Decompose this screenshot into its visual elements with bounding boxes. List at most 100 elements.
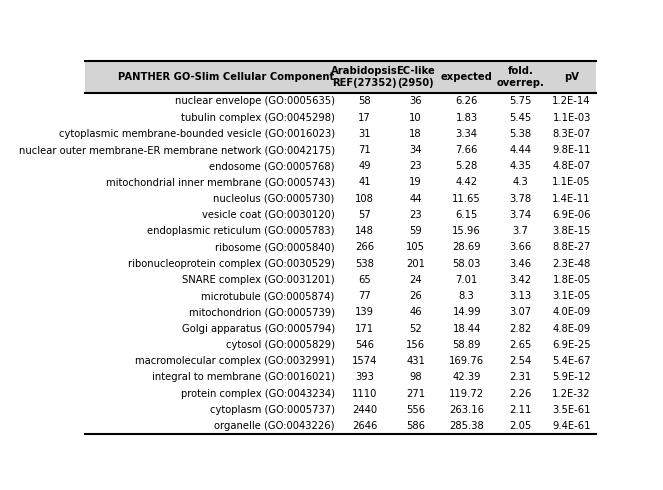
Text: ribonucleoprotein complex (GO:0030529): ribonucleoprotein complex (GO:0030529) <box>128 259 335 269</box>
Text: 8.8E-27: 8.8E-27 <box>552 243 591 252</box>
Text: endosome (GO:0005768): endosome (GO:0005768) <box>209 161 335 171</box>
Text: ribosome (GO:0005840): ribosome (GO:0005840) <box>215 243 335 252</box>
Text: 263.16: 263.16 <box>450 405 484 415</box>
Bar <box>86 223 595 239</box>
Text: cytoplasm (GO:0005737): cytoplasm (GO:0005737) <box>210 405 335 415</box>
Text: 156: 156 <box>406 340 425 350</box>
Text: 18.44: 18.44 <box>453 324 481 334</box>
Text: 58.89: 58.89 <box>452 340 481 350</box>
Bar <box>86 353 595 369</box>
Text: 3.34: 3.34 <box>455 129 478 139</box>
Text: 105: 105 <box>406 243 425 252</box>
Text: 59: 59 <box>409 226 422 236</box>
Bar <box>86 109 595 125</box>
Text: 5.45: 5.45 <box>509 113 532 122</box>
Text: 2440: 2440 <box>352 405 377 415</box>
Text: 169.76: 169.76 <box>449 356 484 366</box>
Bar <box>86 142 595 158</box>
Text: Arabidopsis
REF(27352): Arabidopsis REF(27352) <box>332 66 398 88</box>
Text: 285.38: 285.38 <box>450 421 484 431</box>
Text: 23: 23 <box>409 210 422 220</box>
Text: 2.54: 2.54 <box>509 356 532 366</box>
Text: macromolecular complex (GO:0032991): macromolecular complex (GO:0032991) <box>135 356 335 366</box>
Bar <box>86 256 595 272</box>
Text: 5.38: 5.38 <box>509 129 532 139</box>
Text: 6.15: 6.15 <box>455 210 478 220</box>
Bar <box>86 272 595 288</box>
Text: 42.39: 42.39 <box>452 372 481 382</box>
Text: PANTHER GO-Slim Cellular Component: PANTHER GO-Slim Cellular Component <box>119 72 335 82</box>
Bar <box>86 288 595 304</box>
Bar <box>86 320 595 337</box>
Text: protein complex (GO:0043234): protein complex (GO:0043234) <box>180 389 335 398</box>
Text: 2.05: 2.05 <box>509 421 532 431</box>
Text: organelle (GO:0043226): organelle (GO:0043226) <box>214 421 335 431</box>
Text: tubulin complex (GO:0045298): tubulin complex (GO:0045298) <box>181 113 335 122</box>
Text: 171: 171 <box>355 324 374 334</box>
Bar <box>86 239 595 256</box>
Text: fold.
overrep.: fold. overrep. <box>497 66 544 88</box>
Text: 1574: 1574 <box>352 356 377 366</box>
Text: 7.01: 7.01 <box>455 275 478 285</box>
Text: 139: 139 <box>355 307 374 318</box>
Text: 556: 556 <box>406 405 425 415</box>
Text: 31: 31 <box>358 129 371 139</box>
Text: 7.66: 7.66 <box>455 145 478 155</box>
Text: 4.0E-09: 4.0E-09 <box>552 307 591 318</box>
Bar <box>86 304 595 320</box>
Text: 46: 46 <box>409 307 422 318</box>
Text: 3.42: 3.42 <box>509 275 532 285</box>
Text: 3.5E-61: 3.5E-61 <box>552 405 591 415</box>
Text: 1.83: 1.83 <box>455 113 478 122</box>
Text: vesicle coat (GO:0030120): vesicle coat (GO:0030120) <box>202 210 335 220</box>
Text: 65: 65 <box>358 275 371 285</box>
Text: 14.99: 14.99 <box>452 307 481 318</box>
Text: 3.78: 3.78 <box>509 194 532 204</box>
Text: 8.3E-07: 8.3E-07 <box>552 129 591 139</box>
Text: 3.66: 3.66 <box>509 243 532 252</box>
Text: 58: 58 <box>358 97 371 106</box>
Text: 266: 266 <box>355 243 374 252</box>
Text: 148: 148 <box>355 226 374 236</box>
Text: 271: 271 <box>406 389 425 398</box>
Text: 57: 57 <box>358 210 371 220</box>
Text: 2.82: 2.82 <box>509 324 532 334</box>
Text: 58.03: 58.03 <box>453 259 481 269</box>
Text: 2.11: 2.11 <box>509 405 532 415</box>
Text: mitochondrion (GO:0005739): mitochondrion (GO:0005739) <box>189 307 335 318</box>
Text: 1.1E-05: 1.1E-05 <box>552 177 591 188</box>
Text: 52: 52 <box>409 324 422 334</box>
Text: 1.4E-11: 1.4E-11 <box>552 194 591 204</box>
Text: 2.31: 2.31 <box>509 372 532 382</box>
Text: endoplasmic reticulum (GO:0005783): endoplasmic reticulum (GO:0005783) <box>147 226 335 236</box>
Text: 71: 71 <box>358 145 371 155</box>
Bar <box>86 158 595 174</box>
Text: 1110: 1110 <box>352 389 377 398</box>
Text: 108: 108 <box>355 194 374 204</box>
Text: microtubule (GO:0005874): microtubule (GO:0005874) <box>202 291 335 301</box>
Text: 586: 586 <box>406 421 425 431</box>
Text: 6.26: 6.26 <box>455 97 478 106</box>
Bar <box>86 125 595 142</box>
Text: 201: 201 <box>406 259 425 269</box>
Text: 36: 36 <box>409 97 422 106</box>
Text: 10: 10 <box>409 113 422 122</box>
Text: 4.35: 4.35 <box>509 161 532 171</box>
Bar <box>86 207 595 223</box>
Bar <box>86 93 595 109</box>
Text: 3.7: 3.7 <box>512 226 528 236</box>
Text: 2.65: 2.65 <box>509 340 532 350</box>
Text: 3.13: 3.13 <box>509 291 532 301</box>
Text: 119.72: 119.72 <box>449 389 484 398</box>
Text: 4.44: 4.44 <box>510 145 532 155</box>
Text: 17: 17 <box>358 113 371 122</box>
Text: mitochondrial inner membrane (GO:0005743): mitochondrial inner membrane (GO:0005743… <box>105 177 335 188</box>
Text: 538: 538 <box>355 259 374 269</box>
Text: 5.9E-12: 5.9E-12 <box>552 372 591 382</box>
Text: 431: 431 <box>406 356 425 366</box>
Text: cytosol (GO:0005829): cytosol (GO:0005829) <box>225 340 335 350</box>
Text: expected: expected <box>441 72 493 82</box>
Text: 1.8E-05: 1.8E-05 <box>552 275 591 285</box>
Text: 3.07: 3.07 <box>509 307 532 318</box>
Text: 8.3: 8.3 <box>459 291 475 301</box>
